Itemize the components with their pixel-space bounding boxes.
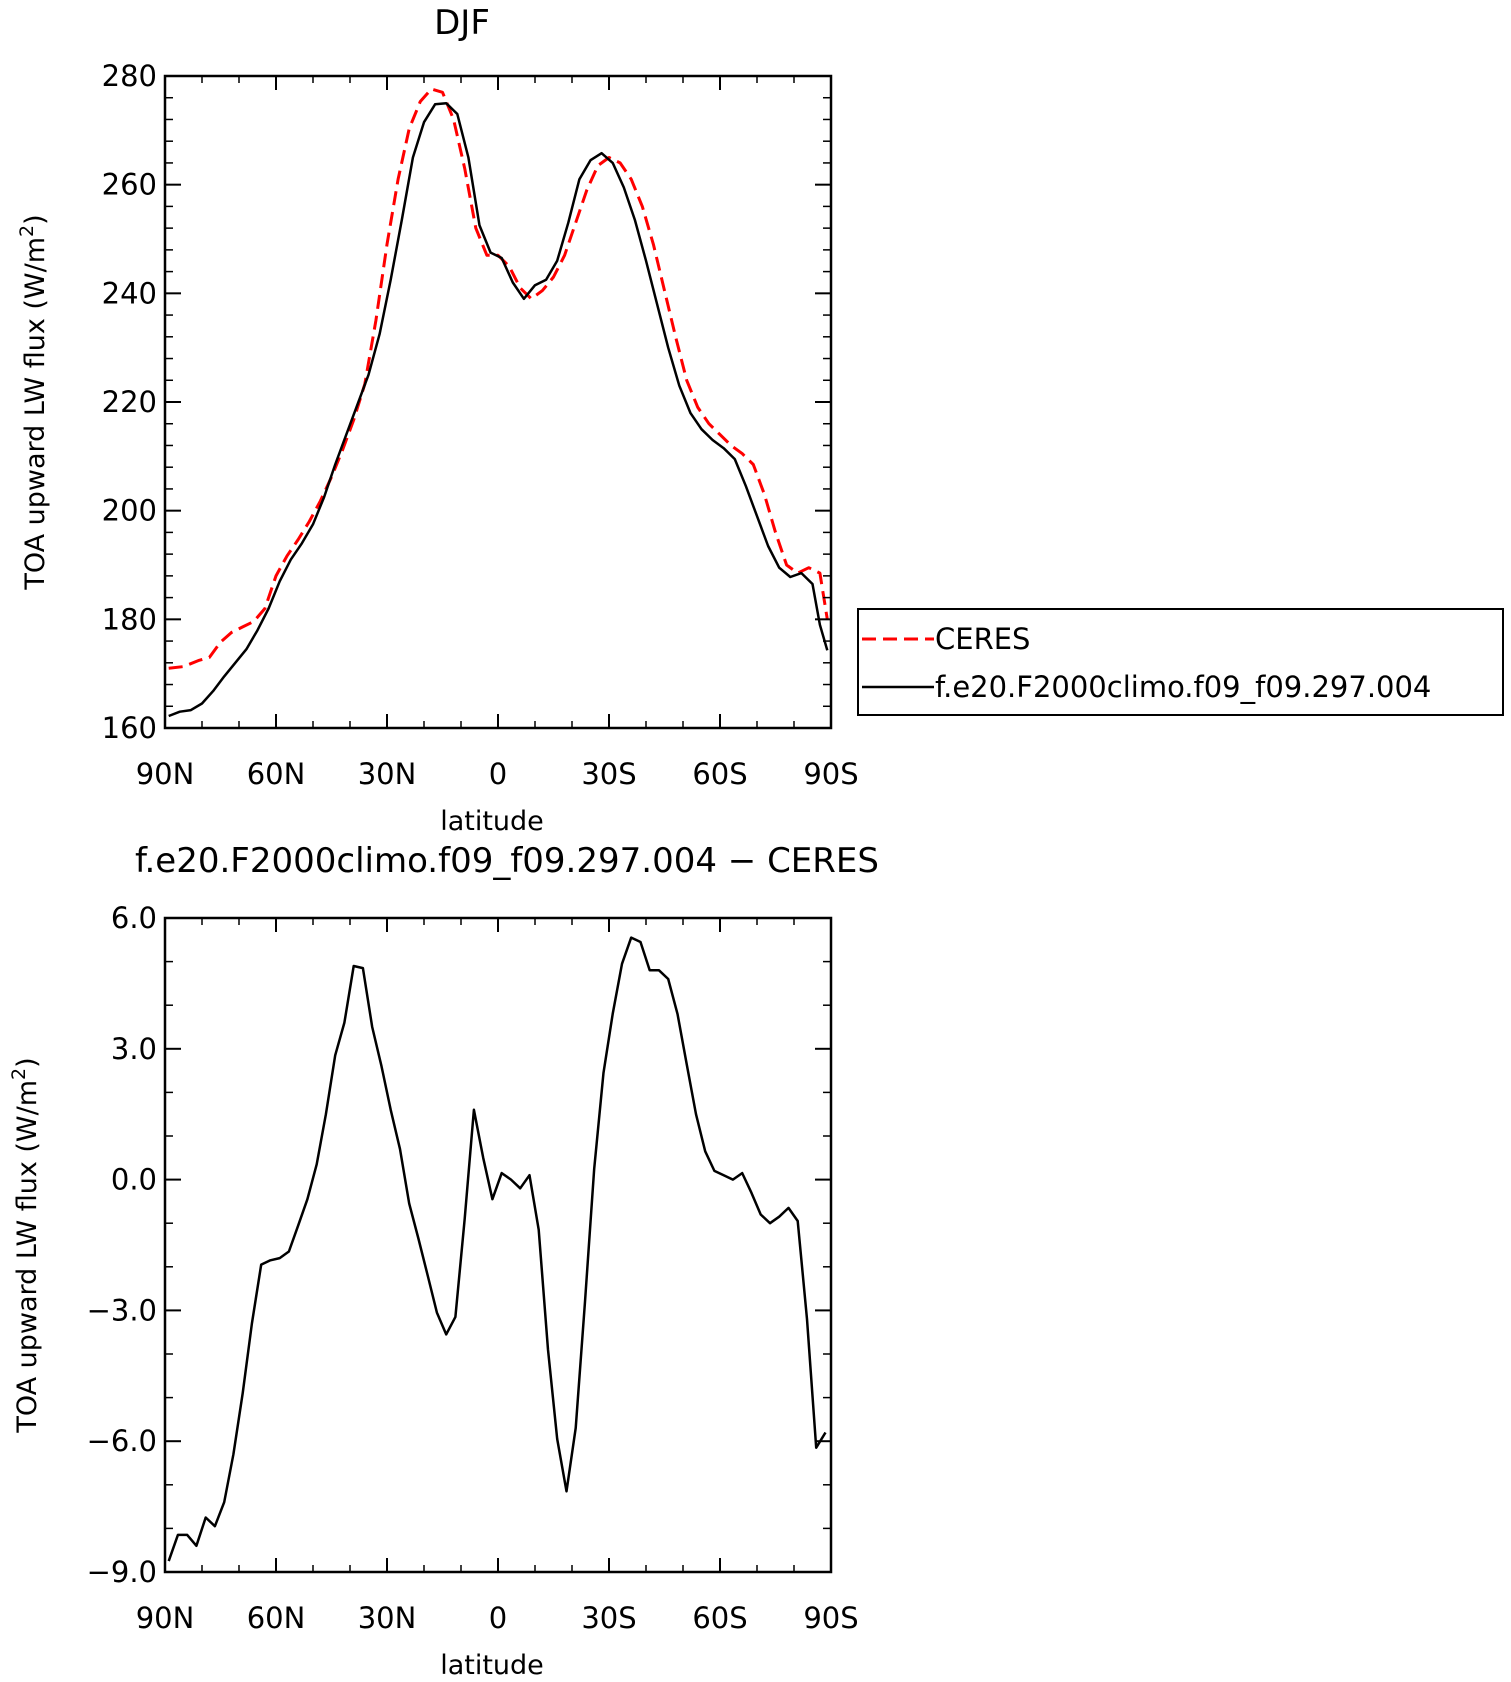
top-y-axis-label-main: TOA upward LW flux (W/m bbox=[20, 237, 51, 591]
top-x-tick-label: 90S bbox=[803, 757, 858, 791]
legend-box bbox=[857, 608, 1504, 716]
top-x-axis-label: latitude bbox=[440, 806, 544, 837]
bottom-x-tick-label: 30N bbox=[358, 1601, 417, 1635]
top-x-tick-label: 60S bbox=[692, 757, 747, 791]
top-x-tick-label: 30S bbox=[581, 757, 636, 791]
top-x-tick-label: 60N bbox=[247, 757, 306, 791]
bottom-panel-title: f.e20.F2000climo.f09_f09.297.004 − CERES bbox=[135, 841, 879, 881]
bottom-y-tick-label: −3.0 bbox=[87, 1293, 157, 1327]
bottom-x-tick-label: 90N bbox=[136, 1601, 195, 1635]
top-panel: DJF 90N 60N 30N 0 30S 60S 90S 160 180 200 220 240 26… bbox=[16, 3, 1504, 837]
bottom-x-tick-label: 60S bbox=[692, 1601, 747, 1635]
bottom-plot-frame bbox=[163, 916, 833, 1574]
legend-ceres-label: CERES bbox=[935, 622, 1030, 656]
bottom-y-tick-label: −6.0 bbox=[87, 1424, 157, 1458]
bottom-x-tick-label: 90S bbox=[803, 1601, 858, 1635]
bottom-y-tick-label: 6.0 bbox=[111, 901, 157, 935]
top-y-tick-label: 240 bbox=[102, 276, 157, 310]
top-y-tick-label: 200 bbox=[102, 494, 157, 528]
bottom-y-axis-label-close: ) bbox=[12, 1057, 43, 1068]
bottom-y-axis-label-main: TOA upward LW flux (W/m bbox=[12, 1080, 43, 1434]
top-series-line-f-e20-f2000climo-f09-f09-297-004 bbox=[168, 101, 829, 718]
bottom-y-axis-label: TOA upward LW flux (W/m2) bbox=[8, 1057, 43, 1433]
bottom-panel: f.e20.F2000climo.f09_f09.297.004 − CERES… bbox=[8, 841, 879, 1681]
top-series-line-ceres bbox=[168, 87, 829, 670]
top-x-tick-label: 0 bbox=[489, 757, 507, 791]
top-panel-title: DJF bbox=[434, 3, 490, 43]
top-y-tick-label: 160 bbox=[102, 711, 157, 745]
bottom-x-tick-label: 30S bbox=[581, 1601, 636, 1635]
top-y-tick-label: 180 bbox=[102, 602, 157, 636]
top-y-axis-label: TOA upward LW flux (W/m2) bbox=[16, 214, 51, 590]
top-y-axis-label-superscript: 2 bbox=[16, 225, 38, 237]
top-y-axis-label-close: ) bbox=[20, 214, 51, 225]
legend: CERES f.e20.F2000climo.f09_f09.297.004 bbox=[857, 608, 1504, 716]
bottom-x-tick-label: 0 bbox=[489, 1601, 507, 1635]
bottom-x-axis-label: latitude bbox=[440, 1650, 544, 1681]
bottom-y-axis-label-superscript: 2 bbox=[8, 1068, 30, 1080]
top-y-tick-label: 280 bbox=[102, 59, 157, 93]
bottom-y-tick-label: 3.0 bbox=[111, 1032, 157, 1066]
bottom-y-tick-label: −9.0 bbox=[87, 1555, 157, 1589]
top-x-tick-label: 30N bbox=[358, 757, 417, 791]
top-y-tick-label: 220 bbox=[102, 385, 157, 419]
bottom-y-tick-label: 0.0 bbox=[111, 1163, 157, 1197]
top-x-tick-label: 90N bbox=[136, 757, 195, 791]
legend-model-label: f.e20.F2000climo.f09_f09.297.004 bbox=[935, 670, 1431, 704]
bottom-x-tick-label: 60N bbox=[247, 1601, 306, 1635]
bottom-series-line-0 bbox=[167, 936, 827, 1562]
top-y-tick-label: 260 bbox=[102, 168, 157, 202]
top-plot-frame bbox=[163, 74, 833, 730]
